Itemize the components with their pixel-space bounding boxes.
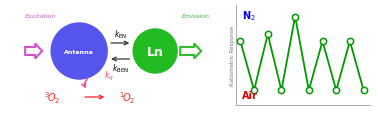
Text: $k_q$: $k_q$ bbox=[104, 69, 115, 82]
Text: $^1\!O_2$: $^1\!O_2$ bbox=[119, 89, 135, 105]
Text: Excitation: Excitation bbox=[25, 13, 57, 18]
Text: Antenna: Antenna bbox=[64, 49, 94, 54]
Text: $^3\!O_2$: $^3\!O_2$ bbox=[44, 89, 60, 105]
Text: Emission: Emission bbox=[182, 13, 210, 18]
Text: $k_{\rm EN}$: $k_{\rm EN}$ bbox=[113, 28, 127, 41]
Circle shape bbox=[133, 30, 177, 73]
Text: N$_2$: N$_2$ bbox=[242, 9, 256, 22]
Text: Ln: Ln bbox=[147, 45, 164, 58]
Circle shape bbox=[51, 24, 107, 79]
Y-axis label: Ratiometric Response: Ratiometric Response bbox=[230, 26, 235, 85]
Text: Air: Air bbox=[242, 90, 257, 100]
Text: $k_{\rm BEN}$: $k_{\rm BEN}$ bbox=[112, 62, 129, 75]
